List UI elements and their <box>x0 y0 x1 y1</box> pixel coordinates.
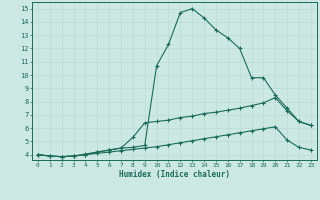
X-axis label: Humidex (Indice chaleur): Humidex (Indice chaleur) <box>119 170 230 179</box>
